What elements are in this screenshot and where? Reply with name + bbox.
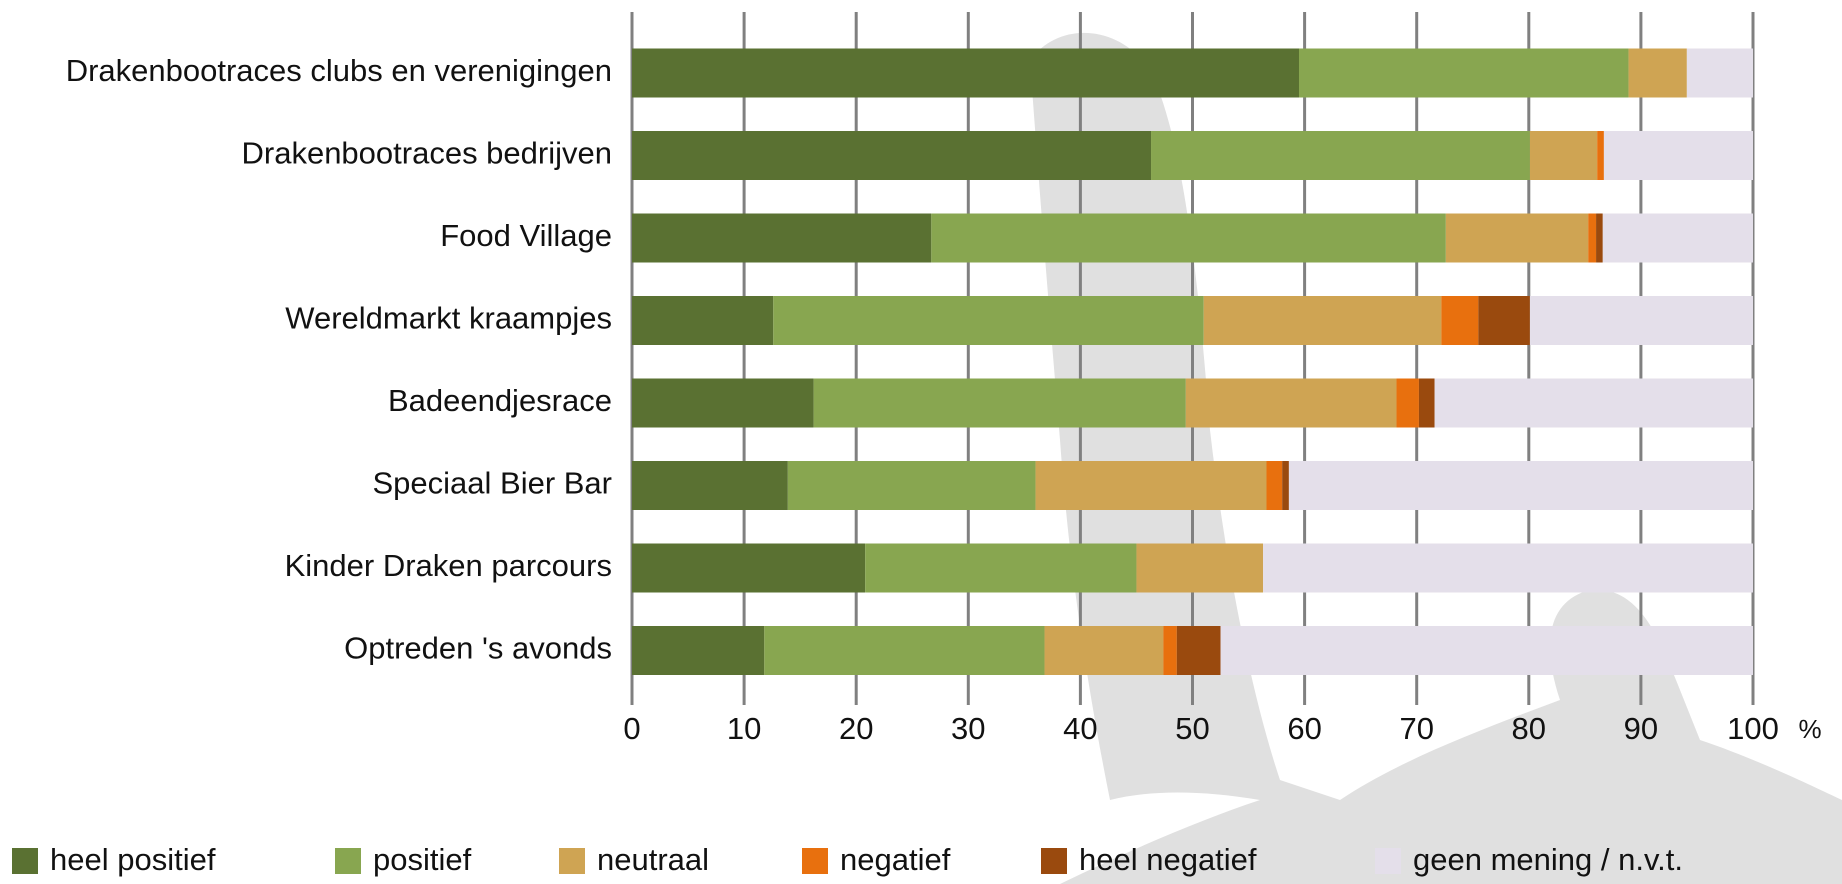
bar-segment — [632, 214, 931, 263]
bar-segment — [1136, 544, 1263, 593]
bar-segment — [1266, 461, 1282, 510]
legend-label: heel positief — [50, 842, 216, 877]
legend-label: positief — [373, 842, 472, 877]
x-tick-label: 30 — [951, 711, 985, 746]
bar-segment — [1478, 296, 1530, 345]
bar-segment — [632, 296, 773, 345]
bar-segment — [1289, 461, 1753, 510]
legend-swatch — [559, 848, 585, 874]
category-label: Drakenbootraces clubs en verenigingen — [66, 53, 612, 88]
bar-segment — [1588, 214, 1596, 263]
legend-swatch — [12, 848, 38, 874]
bar-segment — [865, 544, 1136, 593]
category-label: Drakenbootraces bedrijven — [242, 136, 613, 171]
bar-segment — [1177, 626, 1221, 675]
bar-segment — [1163, 626, 1176, 675]
chart: 0 10 20 30 40 50 60 70 80 90 100% Drakenbootraces c… — [0, 0, 1842, 884]
bar-segment — [632, 49, 1299, 98]
bar-segment — [1186, 379, 1397, 428]
x-tick-label: 50 — [1175, 711, 1209, 746]
legend-label: negatief — [840, 842, 951, 877]
bar-segment — [1596, 214, 1603, 263]
bar-segment — [632, 131, 1151, 180]
x-tick-label: 40 — [1063, 711, 1097, 746]
category-label: Speciaal Bier Bar — [372, 466, 612, 501]
x-tick-label: 0 — [623, 711, 640, 746]
bar-segment — [1151, 131, 1530, 180]
bar-segment — [1629, 49, 1687, 98]
category-label: Wereldmarkt kraampjes — [285, 301, 612, 336]
x-tick-label: 10 — [727, 711, 761, 746]
x-tick-label: 60 — [1287, 711, 1321, 746]
bar-segment — [1446, 214, 1588, 263]
bar-segment — [788, 461, 1036, 510]
bar-segment — [1604, 131, 1753, 180]
legend-swatch — [1041, 848, 1067, 874]
bar-segment — [773, 296, 1203, 345]
bar-segment — [1419, 379, 1435, 428]
bar-segment — [814, 379, 1186, 428]
bar-segment — [1530, 131, 1597, 180]
category-label: Food Village — [440, 218, 612, 253]
x-tick-label: 90 — [1624, 711, 1658, 746]
bar-segment — [1603, 214, 1753, 263]
bar-segment — [1036, 461, 1267, 510]
x-tick-label: 100 — [1727, 711, 1779, 746]
x-unit: % — [1798, 714, 1821, 744]
bar-segment — [1530, 296, 1753, 345]
legend-swatch — [335, 848, 361, 874]
x-tick-label: 80 — [1512, 711, 1546, 746]
bar-segment — [1221, 626, 1753, 675]
bar-segment — [1263, 544, 1753, 593]
category-label: Badeendjesrace — [388, 383, 612, 418]
bar-segment — [1204, 296, 1442, 345]
category-label: Optreden 's avonds — [344, 631, 612, 666]
bar-segment — [1687, 49, 1753, 98]
bar-segment — [1045, 626, 1164, 675]
legend-label: heel negatief — [1079, 842, 1257, 877]
bar-segment — [1282, 461, 1289, 510]
bar-segment — [632, 544, 865, 593]
bar-segment — [931, 214, 1446, 263]
bar-segment — [1397, 379, 1419, 428]
legend-label: geen mening / n.v.t. — [1413, 842, 1683, 877]
bar-segment — [1441, 296, 1478, 345]
legend-swatch — [802, 848, 828, 874]
x-tick-label: 20 — [839, 711, 873, 746]
category-label: Kinder Draken parcours — [285, 548, 612, 583]
bar-segment — [632, 379, 814, 428]
bar-segment — [764, 626, 1044, 675]
x-tick-label: 70 — [1399, 711, 1433, 746]
bar-segment — [632, 461, 788, 510]
bar-segment — [1597, 131, 1604, 180]
bar-segment — [632, 626, 764, 675]
legend-swatch — [1375, 848, 1401, 874]
bar-segment — [1435, 379, 1753, 428]
bar-segment — [1299, 49, 1629, 98]
legend-label: neutraal — [597, 842, 709, 877]
